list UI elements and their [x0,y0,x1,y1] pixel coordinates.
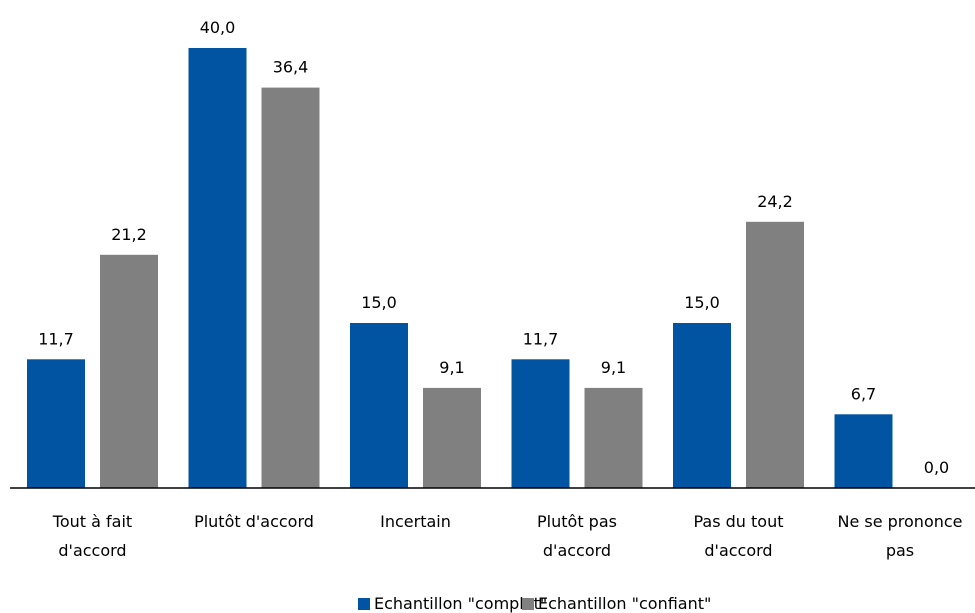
value-label-complet-2: 15,0 [361,293,397,312]
value-label-complet-1: 40,0 [200,18,236,37]
value-label-complet-4: 15,0 [684,293,720,312]
legend: Echantillon "complet" Echantillon "confi… [358,594,711,613]
bar-complet-1 [188,48,247,488]
category-label-3-line-1: d'accord [543,541,611,560]
bar-confiant-4 [746,221,804,489]
value-label-confiant-1: 36,4 [273,58,309,77]
value-label-confiant-2: 9,1 [439,358,464,377]
category-label-4-line-1: d'accord [704,541,772,560]
value-label-confiant-5: 0,0 [924,458,949,477]
category-label-5-line-1: pas [886,541,914,560]
legend-label-confiant: Echantillon "confiant" [538,594,711,613]
value-label-complet-3: 11,7 [523,329,559,348]
bar-confiant-2 [423,387,481,488]
value-label-confiant-3: 9,1 [601,358,626,377]
bars-layer [27,48,893,489]
bar-complet-3 [511,359,570,488]
bar-confiant-3 [584,387,643,488]
value-label-complet-0: 11,7 [38,329,74,348]
value-label-confiant-0: 21,2 [111,225,147,244]
category-label-0-line-0: Tout à fait [52,512,132,531]
category-label-1-line-0: Plutôt d'accord [194,512,314,531]
bar-complet-4 [673,323,731,488]
legend-label-complet: Echantillon "complet" [374,594,547,613]
category-label-3-line-0: Plutôt pas [537,512,617,531]
bar-complet-5 [834,414,893,488]
category-label-4-line-0: Pas du tout [693,512,783,531]
bar-confiant-1 [261,87,320,488]
value-label-complet-5: 6,7 [851,384,876,403]
legend-swatch-confiant [522,598,534,610]
bar-confiant-0 [100,254,158,488]
bar-complet-0 [27,359,85,488]
category-label-0-line-1: d'accord [58,541,126,560]
category-labels-layer: Tout à fait d'accord Plutôt d'accord Incert… [52,512,963,560]
category-label-5-line-0: Ne se prononce [837,512,962,531]
legend-swatch-complet [358,598,370,610]
category-label-2-line-0: Incertain [380,512,451,531]
bar-complet-2 [350,323,408,488]
value-labels-layer: 11,7 21,2 40,0 36,4 15,0 9,1 11,7 9,1 15,0 24,2 6,… [38,18,949,477]
value-label-confiant-4: 24,2 [757,192,793,211]
